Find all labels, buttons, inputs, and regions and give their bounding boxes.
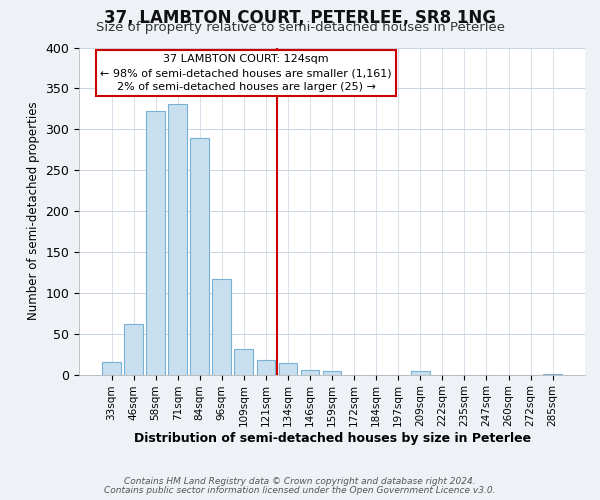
Bar <box>257 360 275 374</box>
Bar <box>212 279 231 374</box>
Text: Contains HM Land Registry data © Crown copyright and database right 2024.: Contains HM Land Registry data © Crown c… <box>124 477 476 486</box>
Bar <box>235 349 253 374</box>
Bar <box>301 370 319 374</box>
Text: Size of property relative to semi-detached houses in Peterlee: Size of property relative to semi-detach… <box>95 21 505 34</box>
Bar <box>169 104 187 374</box>
Text: 37, LAMBTON COURT, PETERLEE, SR8 1NG: 37, LAMBTON COURT, PETERLEE, SR8 1NG <box>104 9 496 27</box>
Text: Contains public sector information licensed under the Open Government Licence v3: Contains public sector information licen… <box>104 486 496 495</box>
Bar <box>146 112 165 374</box>
Bar <box>190 138 209 374</box>
Text: 37 LAMBTON COURT: 124sqm
← 98% of semi-detached houses are smaller (1,161)
2% of: 37 LAMBTON COURT: 124sqm ← 98% of semi-d… <box>100 54 392 92</box>
Bar <box>124 324 143 374</box>
X-axis label: Distribution of semi-detached houses by size in Peterlee: Distribution of semi-detached houses by … <box>134 432 530 445</box>
Y-axis label: Number of semi-detached properties: Number of semi-detached properties <box>27 102 40 320</box>
Bar <box>102 362 121 374</box>
Bar <box>411 372 430 374</box>
Bar <box>278 363 298 374</box>
Bar <box>323 370 341 374</box>
